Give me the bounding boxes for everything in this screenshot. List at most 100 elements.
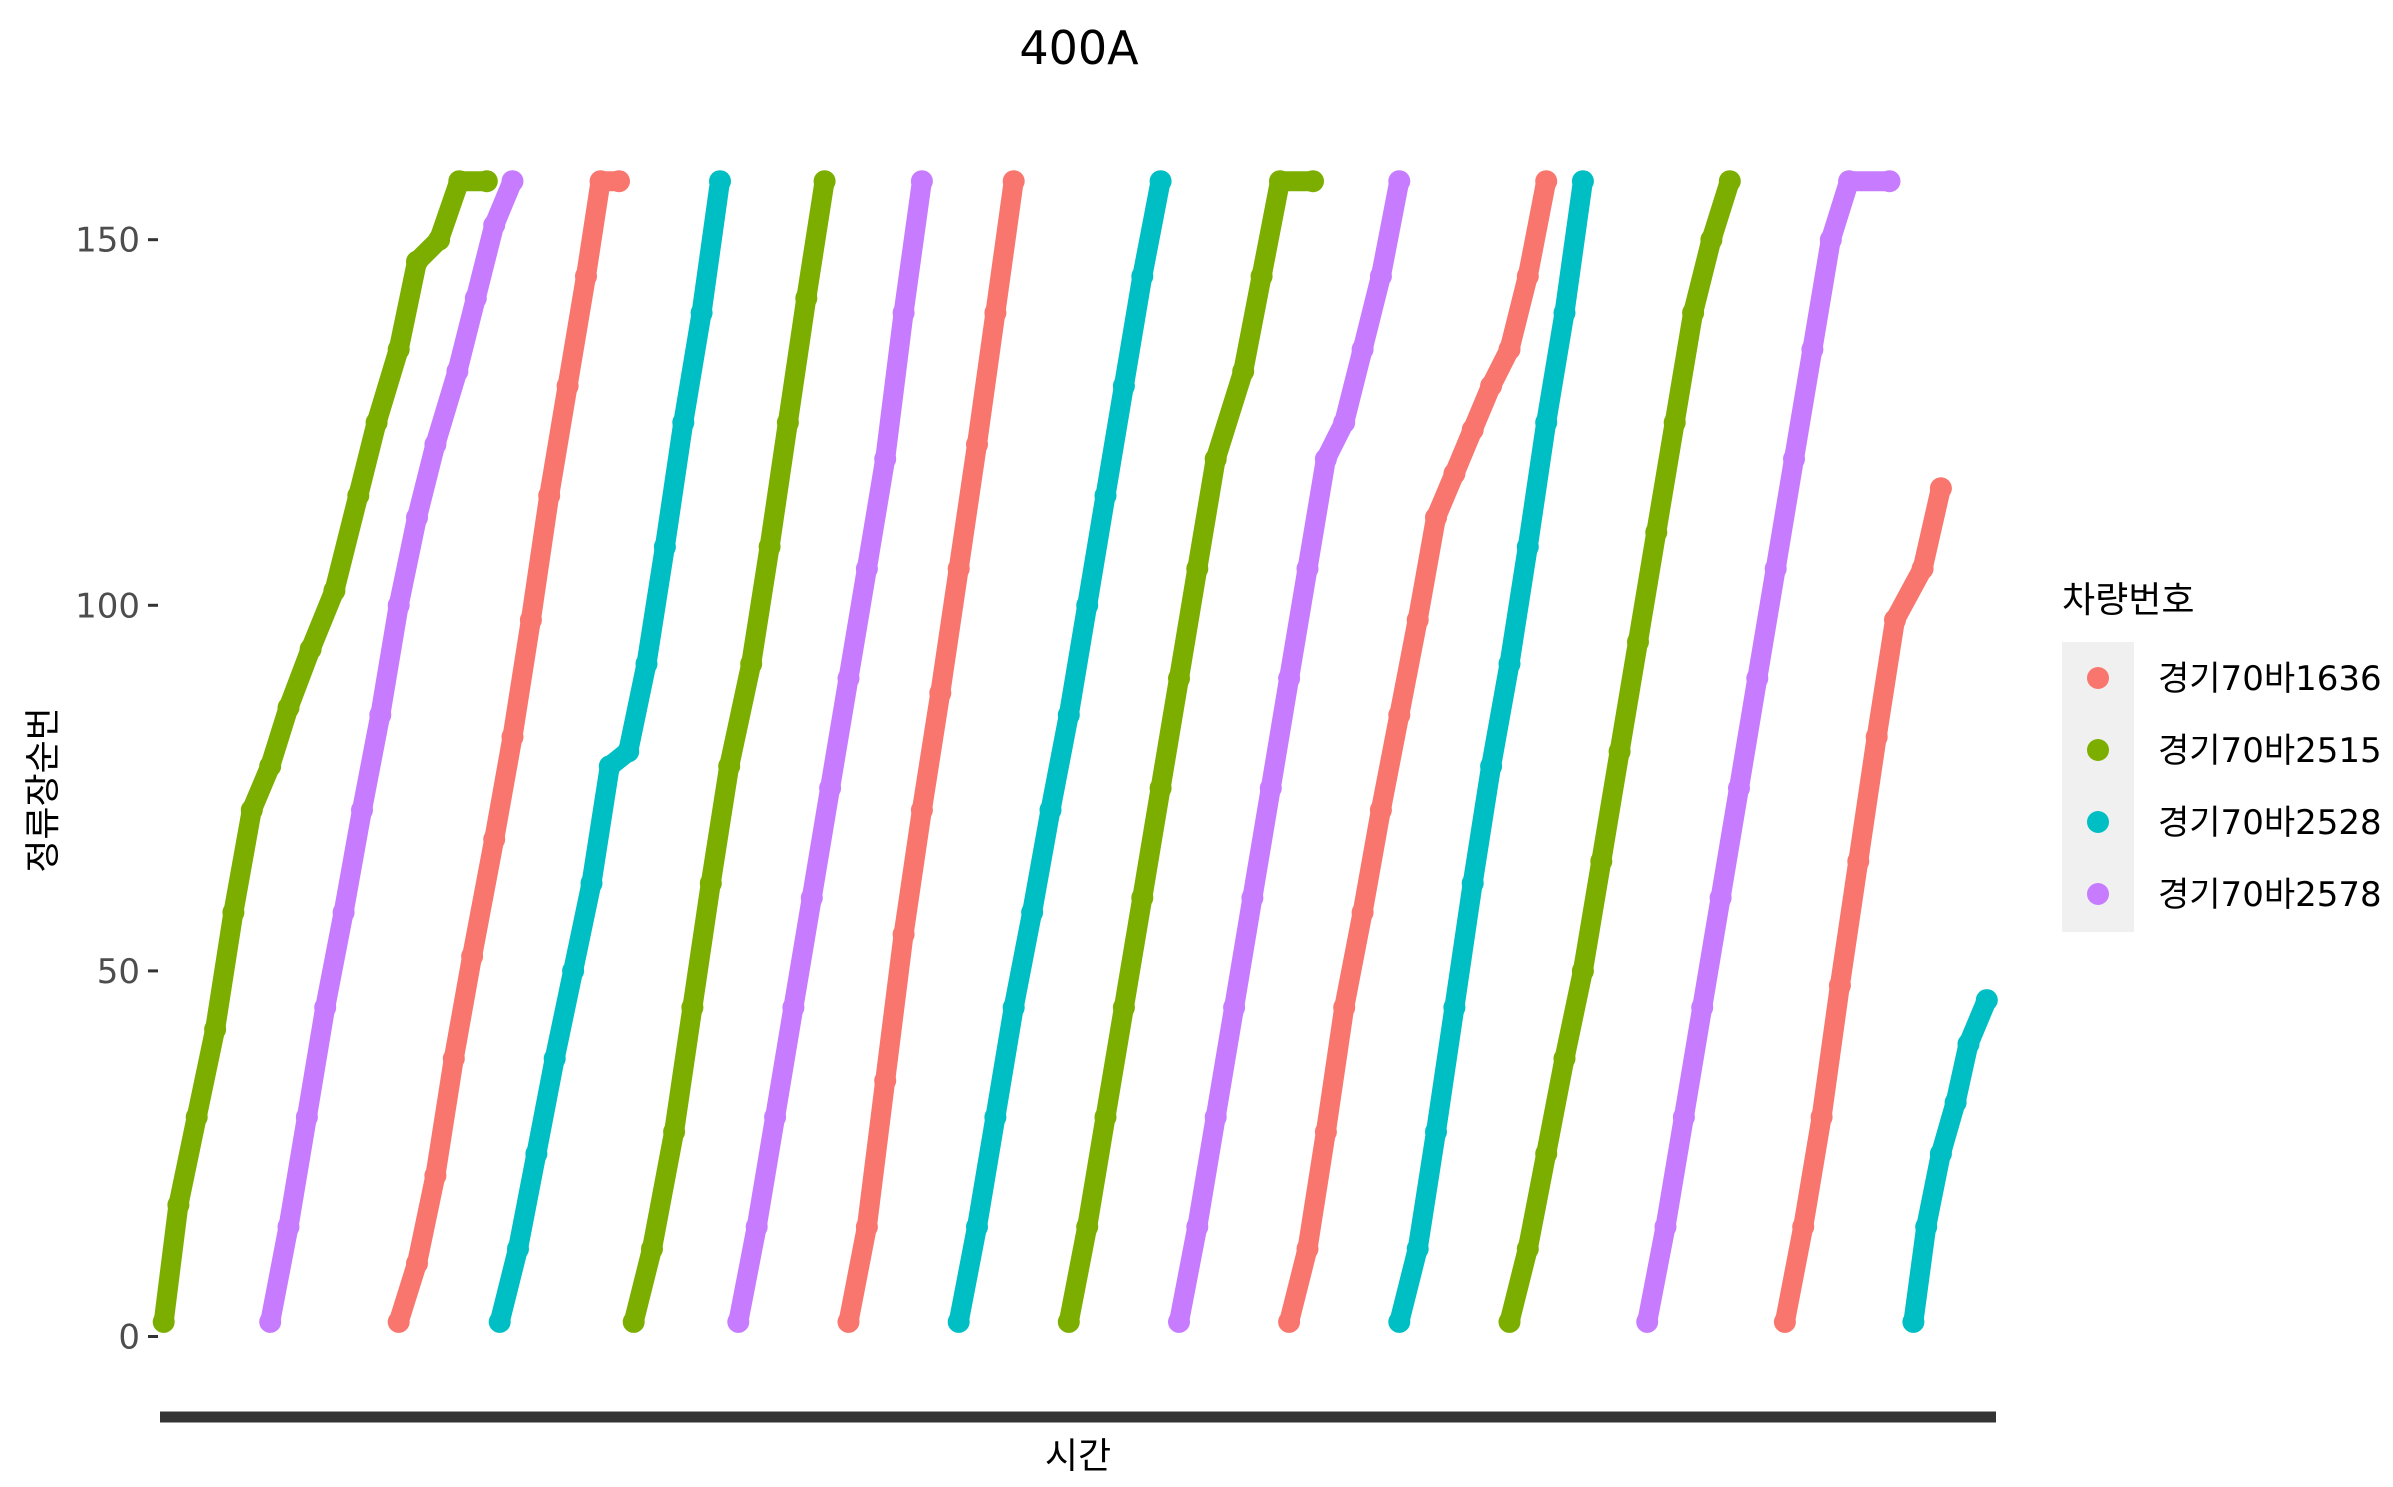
- data-point: [1709, 886, 1732, 909]
- data-point: [1792, 1215, 1815, 1238]
- data-point: [1388, 170, 1411, 193]
- data-point: [1406, 608, 1429, 631]
- data-point: [608, 170, 630, 193]
- data-point: [1801, 338, 1824, 361]
- data-point: [295, 1106, 318, 1129]
- data-point: [1516, 535, 1539, 558]
- data-point: [910, 799, 933, 821]
- data-point: [1443, 462, 1466, 485]
- data-point: [475, 170, 498, 193]
- data-point: [1204, 448, 1227, 470]
- data-point: [1498, 1310, 1521, 1333]
- data-point: [1094, 1106, 1117, 1129]
- data-point: [501, 170, 524, 193]
- legend-items: 경기70바1636 경기70바2515 경기70바2528 경기70바2578: [2087, 659, 2382, 915]
- data-point: [1057, 1310, 1080, 1333]
- data-point: [1204, 1106, 1227, 1129]
- data-point: [1944, 1091, 1967, 1114]
- data-point: [837, 667, 860, 690]
- data-point: [855, 557, 878, 580]
- chart-title: 400A: [1019, 21, 1139, 75]
- data-point: [365, 411, 388, 434]
- data-point: [1406, 1237, 1429, 1260]
- legend-label: 경기70바2578: [2158, 875, 2382, 915]
- data-point: [1718, 170, 1741, 193]
- y-tick-label: 100: [75, 586, 140, 626]
- trip-line: [1774, 478, 1951, 1332]
- data-point: [1773, 1310, 1796, 1333]
- data-point: [1057, 704, 1080, 726]
- data-point: [1480, 755, 1503, 778]
- data-point: [1957, 1033, 1980, 1055]
- data-point: [672, 411, 695, 434]
- legend-label: 경기70바2515: [2158, 731, 2382, 771]
- legend-label: 경기70바1636: [2158, 659, 2382, 699]
- data-point: [1002, 170, 1025, 193]
- series-4: [259, 170, 1901, 1333]
- data-point: [1232, 360, 1255, 383]
- trip-line: [838, 171, 1024, 1332]
- data-point: [1223, 996, 1246, 1019]
- data-point: [984, 301, 1007, 324]
- trip-line: [948, 171, 1171, 1332]
- data-point: [795, 287, 818, 310]
- data-point: [1553, 1047, 1576, 1070]
- data-point: [1425, 1120, 1447, 1143]
- data-point: [1002, 996, 1025, 1019]
- data-point: [1627, 630, 1649, 653]
- data-point: [448, 170, 471, 193]
- data-point: [406, 1252, 428, 1275]
- data-point: [1929, 1142, 1952, 1165]
- data-point: [1333, 996, 1356, 1019]
- legend-title: 차량번호: [2062, 580, 2194, 621]
- data-point: [709, 170, 731, 193]
- data-point: [1302, 170, 1324, 193]
- series-2: [152, 170, 1741, 1333]
- data-point: [1847, 850, 1870, 873]
- data-point: [837, 1310, 860, 1333]
- data-point: [1636, 1310, 1659, 1333]
- data-point: [641, 1237, 663, 1260]
- data-point: [1388, 704, 1411, 726]
- data-point: [1296, 1237, 1319, 1260]
- data-point: [1783, 448, 1805, 470]
- data-point: [1516, 265, 1539, 288]
- data-point: [966, 433, 988, 456]
- data-point: [598, 755, 621, 778]
- data-point: [1884, 608, 1906, 631]
- data-point: [966, 1215, 988, 1238]
- data-point: [1915, 1215, 1938, 1238]
- data-point: [1149, 777, 1172, 800]
- data-point: [1902, 1310, 1925, 1333]
- data-point: [1645, 521, 1668, 544]
- data-point: [1149, 170, 1172, 193]
- data-point: [525, 1142, 548, 1165]
- data-point: [562, 959, 585, 982]
- data-point: [387, 338, 410, 361]
- data-point: [185, 1106, 208, 1129]
- data-point: [1076, 594, 1099, 617]
- data-point: [813, 170, 836, 193]
- data-point: [277, 696, 300, 719]
- data-point: [1663, 411, 1686, 434]
- data-point: [1590, 850, 1613, 873]
- data-point: [1039, 799, 1062, 821]
- data-point: [622, 1310, 645, 1333]
- data-point: [819, 777, 842, 800]
- data-point: [718, 755, 741, 778]
- data-point: [461, 945, 484, 968]
- data-point: [1929, 477, 1952, 500]
- data-point: [1728, 777, 1750, 800]
- data-point: [1131, 265, 1154, 288]
- data-point: [782, 996, 805, 1019]
- data-point: [387, 594, 410, 617]
- data-point: [483, 214, 506, 237]
- legend-label: 경기70바2528: [2158, 803, 2382, 843]
- data-point: [690, 301, 713, 324]
- series-3: [488, 170, 1998, 1333]
- data-point: [1608, 740, 1631, 763]
- data-point: [1498, 338, 1521, 361]
- data-point: [617, 740, 640, 763]
- data-point: [406, 250, 428, 273]
- data-point: [1168, 1310, 1190, 1333]
